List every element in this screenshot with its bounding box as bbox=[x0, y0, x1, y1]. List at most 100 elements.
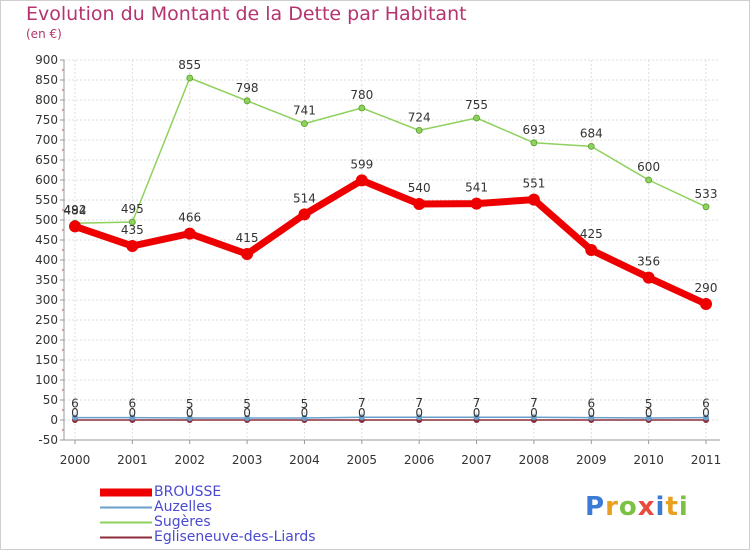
data-point-sugeres bbox=[645, 176, 653, 184]
data-point-auzelles bbox=[301, 415, 308, 421]
data-label-brousse: 514 bbox=[293, 191, 316, 205]
chart-subtitle: (en €) bbox=[26, 27, 62, 41]
data-label-brousse: 415 bbox=[236, 231, 259, 245]
y-tick-label: 200 bbox=[35, 333, 58, 347]
data-label-sugeres: 798 bbox=[236, 81, 259, 95]
data-label-sugeres: 855 bbox=[178, 58, 201, 72]
legend-item-auzelles: Auzelles bbox=[100, 500, 316, 515]
y-tick-label: 700 bbox=[35, 133, 58, 147]
legend-swatch-brousse bbox=[100, 488, 152, 497]
series-line-auzelles bbox=[75, 416, 707, 419]
data-label-sugeres: 741 bbox=[293, 104, 316, 118]
data-label-auzelles: 6 bbox=[587, 397, 595, 411]
data-point-auzelles bbox=[703, 414, 709, 421]
y-tick-label: -50 bbox=[38, 433, 58, 447]
legend-item-sugeres: Sugères bbox=[100, 515, 316, 530]
data-label-egliseneuve: 0 bbox=[243, 406, 251, 420]
data-label-brousse: 599 bbox=[350, 157, 373, 171]
data-point-brousse bbox=[527, 193, 540, 206]
data-label-auzelles: 7 bbox=[530, 396, 538, 410]
data-point-brousse bbox=[413, 198, 426, 210]
x-tick-label: 2007 bbox=[461, 453, 492, 467]
x-tick-label: 2002 bbox=[174, 453, 205, 467]
y-tick-label: 650 bbox=[35, 153, 58, 167]
data-label-auzelles: 5 bbox=[243, 397, 251, 411]
data-point-brousse bbox=[642, 271, 655, 284]
legend-item-brousse: BROUSSE bbox=[100, 485, 316, 500]
plot-area bbox=[64, 60, 720, 440]
data-label-sugeres: 492 bbox=[64, 203, 87, 217]
data-point-sugeres bbox=[473, 114, 480, 122]
legend-swatch-auzelles bbox=[100, 506, 152, 509]
x-tick-label: 2005 bbox=[347, 453, 378, 467]
series-line-sugeres bbox=[74, 77, 707, 224]
data-label-auzelles: 6 bbox=[129, 397, 137, 411]
data-label-egliseneuve: 0 bbox=[415, 406, 423, 420]
legend-label-brousse: BROUSSE bbox=[154, 484, 222, 500]
x-tick-label: 2008 bbox=[519, 453, 550, 467]
data-label-auzelles: 5 bbox=[645, 397, 653, 411]
data-label-auzelles: 7 bbox=[415, 396, 423, 410]
data-label-auzelles: 6 bbox=[702, 397, 710, 411]
data-label-brousse: 541 bbox=[465, 181, 488, 195]
data-point-brousse bbox=[700, 298, 712, 310]
data-point-auzelles bbox=[129, 414, 136, 421]
data-point-sugeres bbox=[702, 203, 710, 211]
data-label-brousse: 551 bbox=[522, 177, 545, 191]
data-point-sugeres bbox=[301, 120, 308, 127]
legend-swatch-sugeres bbox=[100, 521, 152, 524]
data-point-sugeres bbox=[128, 218, 136, 226]
y-tick-label: 900 bbox=[35, 53, 58, 67]
y-tick-label: 800 bbox=[35, 93, 58, 107]
data-label-brousse: 435 bbox=[121, 223, 144, 237]
proxiti-logo: Proxiti bbox=[585, 492, 689, 522]
data-label-auzelles: 6 bbox=[71, 397, 79, 411]
x-tick-label: 2003 bbox=[232, 453, 263, 467]
data-label-auzelles: 7 bbox=[473, 396, 481, 410]
x-tick-label: 2010 bbox=[633, 453, 664, 467]
data-label-sugeres: 693 bbox=[522, 123, 545, 137]
data-label-sugeres: 684 bbox=[580, 126, 603, 140]
data-point-auzelles bbox=[358, 414, 365, 421]
data-point-brousse bbox=[298, 208, 311, 221]
y-tick-label: 500 bbox=[35, 213, 58, 227]
data-point-brousse bbox=[183, 227, 196, 240]
data-point-brousse bbox=[126, 240, 139, 252]
data-point-brousse bbox=[355, 174, 368, 187]
data-point-sugeres bbox=[243, 97, 251, 105]
legend-label-egliseneuve: Egliseneuve-des-Liards bbox=[154, 529, 316, 545]
data-label-egliseneuve: 0 bbox=[71, 406, 79, 420]
y-tick-label: 550 bbox=[35, 193, 58, 207]
data-point-brousse bbox=[470, 197, 483, 210]
data-label-brousse: 356 bbox=[637, 255, 660, 269]
data-point-sugeres bbox=[530, 139, 538, 147]
data-point-brousse bbox=[241, 248, 254, 260]
data-label-brousse: 540 bbox=[408, 181, 431, 195]
data-label-egliseneuve: 0 bbox=[702, 406, 710, 420]
data-label-egliseneuve: 0 bbox=[645, 406, 653, 420]
data-label-sugeres: 755 bbox=[465, 98, 488, 112]
y-tick-label: 750 bbox=[35, 113, 58, 127]
legend: BROUSSE Auzelles Sugères Egliseneuve-des… bbox=[100, 485, 316, 545]
y-tick-label: 600 bbox=[35, 173, 58, 187]
data-label-egliseneuve: 0 bbox=[530, 406, 538, 420]
data-label-egliseneuve: 0 bbox=[587, 406, 595, 420]
y-tick-label: 50 bbox=[43, 393, 58, 407]
y-tick-label: 300 bbox=[35, 293, 58, 307]
data-label-brousse: 466 bbox=[178, 211, 201, 225]
y-tick-label: 850 bbox=[35, 73, 58, 87]
data-point-auzelles bbox=[416, 414, 423, 421]
data-label-egliseneuve: 0 bbox=[301, 406, 309, 420]
data-label-egliseneuve: 0 bbox=[473, 406, 481, 420]
data-label-auzelles: 5 bbox=[186, 397, 194, 411]
data-label-sugeres: 533 bbox=[695, 187, 718, 201]
y-tick-label: 150 bbox=[35, 353, 58, 367]
data-label-auzelles: 5 bbox=[301, 397, 309, 411]
x-tick-label: 2004 bbox=[289, 453, 320, 467]
data-label-sugeres: 495 bbox=[121, 202, 144, 216]
data-point-brousse bbox=[69, 220, 81, 233]
data-label-sugeres: 600 bbox=[637, 160, 660, 174]
legend-label-auzelles: Auzelles bbox=[154, 499, 213, 515]
